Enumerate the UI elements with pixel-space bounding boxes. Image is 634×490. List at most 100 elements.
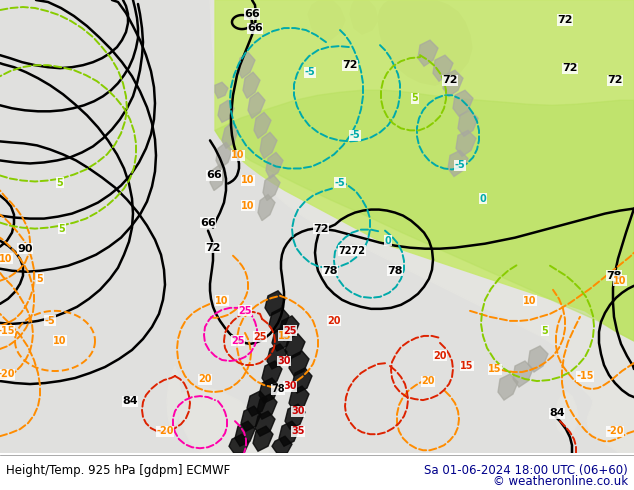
- Polygon shape: [210, 0, 634, 453]
- Polygon shape: [265, 291, 285, 316]
- Polygon shape: [279, 421, 299, 446]
- Polygon shape: [247, 391, 267, 416]
- Text: -20: -20: [0, 369, 15, 379]
- Text: 66: 66: [200, 218, 216, 228]
- Polygon shape: [292, 368, 312, 393]
- Polygon shape: [433, 55, 453, 81]
- Text: 20: 20: [198, 374, 212, 384]
- Text: 66: 66: [244, 9, 260, 19]
- Polygon shape: [255, 411, 275, 436]
- Polygon shape: [175, 386, 270, 453]
- Polygon shape: [235, 421, 255, 446]
- Text: 30: 30: [291, 406, 305, 416]
- Text: 90: 90: [17, 244, 33, 254]
- Text: 78: 78: [387, 266, 403, 276]
- Polygon shape: [241, 406, 261, 431]
- Polygon shape: [238, 52, 255, 78]
- Text: 72: 72: [562, 63, 578, 73]
- Text: © weatheronline.co.uk: © weatheronline.co.uk: [493, 475, 628, 488]
- Text: -5: -5: [304, 67, 315, 77]
- Polygon shape: [216, 143, 232, 169]
- Polygon shape: [210, 165, 226, 191]
- Polygon shape: [448, 150, 468, 176]
- Text: -5: -5: [349, 130, 360, 140]
- Text: 10: 10: [523, 296, 537, 306]
- Polygon shape: [258, 195, 275, 220]
- Text: 72: 72: [557, 15, 573, 25]
- Text: 72: 72: [342, 60, 358, 70]
- Polygon shape: [215, 90, 634, 341]
- Polygon shape: [285, 334, 305, 359]
- Polygon shape: [267, 344, 287, 369]
- Polygon shape: [260, 132, 277, 158]
- Polygon shape: [254, 112, 271, 138]
- Text: 25: 25: [238, 306, 252, 316]
- Text: 84: 84: [122, 396, 138, 406]
- Text: 10: 10: [0, 254, 13, 264]
- Text: 72: 72: [607, 75, 623, 85]
- Text: 7272: 7272: [339, 245, 365, 256]
- Polygon shape: [285, 404, 305, 429]
- Text: 30: 30: [283, 381, 297, 391]
- Text: 0: 0: [480, 194, 486, 203]
- Polygon shape: [308, 0, 345, 40]
- Polygon shape: [215, 0, 634, 341]
- Text: 10: 10: [231, 150, 245, 160]
- Text: 10: 10: [242, 200, 255, 211]
- Text: 78: 78: [606, 271, 622, 281]
- Polygon shape: [272, 326, 292, 351]
- Polygon shape: [0, 0, 634, 453]
- Text: 20: 20: [433, 351, 447, 361]
- Text: Height/Temp. 925 hPa [gdpm] ECMWF: Height/Temp. 925 hPa [gdpm] ECMWF: [6, 464, 231, 477]
- Text: 10: 10: [216, 296, 229, 306]
- Text: 5: 5: [411, 93, 418, 103]
- Text: 72: 72: [443, 75, 458, 85]
- Text: 66: 66: [247, 23, 263, 33]
- Text: 20: 20: [421, 376, 435, 386]
- Polygon shape: [262, 361, 282, 386]
- Text: -5: -5: [44, 316, 55, 326]
- Text: 5: 5: [541, 326, 548, 336]
- Polygon shape: [498, 374, 518, 400]
- Polygon shape: [418, 40, 438, 66]
- Text: 10: 10: [53, 336, 67, 346]
- Polygon shape: [218, 100, 234, 122]
- Polygon shape: [257, 394, 277, 419]
- Polygon shape: [215, 82, 228, 98]
- Polygon shape: [555, 391, 578, 436]
- Text: 66: 66: [206, 171, 222, 180]
- Polygon shape: [266, 152, 283, 178]
- Text: 20: 20: [327, 316, 340, 326]
- Text: 84: 84: [549, 408, 565, 418]
- Polygon shape: [248, 92, 265, 118]
- Polygon shape: [279, 316, 299, 341]
- Text: 72: 72: [313, 223, 329, 234]
- Text: -20: -20: [156, 426, 174, 436]
- Text: 15: 15: [460, 361, 474, 371]
- Text: -15: -15: [0, 326, 15, 336]
- Polygon shape: [378, 0, 472, 85]
- Text: 10: 10: [242, 175, 255, 186]
- Text: 35: 35: [291, 426, 305, 436]
- Polygon shape: [513, 361, 533, 387]
- Text: -5: -5: [335, 177, 346, 188]
- Polygon shape: [289, 351, 309, 376]
- Text: -5: -5: [455, 160, 465, 171]
- Polygon shape: [243, 72, 260, 98]
- Text: -20: -20: [606, 426, 624, 436]
- Polygon shape: [263, 174, 280, 200]
- Text: 15: 15: [488, 364, 501, 374]
- Polygon shape: [259, 378, 279, 403]
- Polygon shape: [443, 70, 463, 96]
- Polygon shape: [458, 110, 478, 136]
- Polygon shape: [456, 130, 476, 156]
- Polygon shape: [350, 0, 378, 34]
- Polygon shape: [167, 366, 181, 431]
- Text: 72: 72: [205, 243, 221, 253]
- Polygon shape: [453, 90, 473, 116]
- Text: 78: 78: [271, 384, 285, 394]
- Polygon shape: [253, 426, 273, 451]
- Text: 10: 10: [613, 276, 627, 286]
- Polygon shape: [269, 308, 289, 333]
- Polygon shape: [289, 386, 309, 411]
